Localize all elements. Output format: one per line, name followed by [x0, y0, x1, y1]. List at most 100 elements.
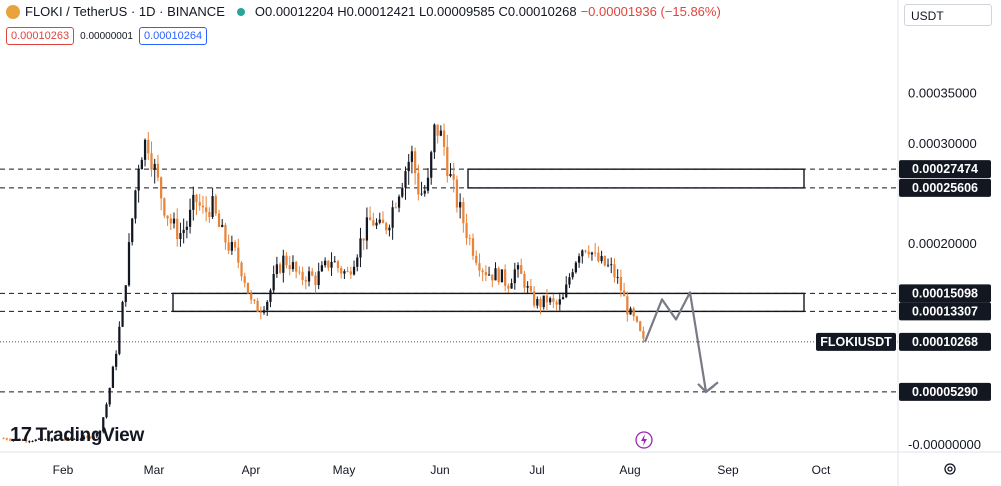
candle-body	[433, 124, 436, 153]
candle-body	[295, 262, 298, 272]
time-axis-label: Jul	[529, 463, 544, 477]
candle-body	[491, 274, 494, 281]
candle-body	[616, 277, 619, 278]
candle-body	[314, 275, 317, 286]
candle-body	[581, 250, 584, 257]
candle-body	[311, 271, 314, 276]
candle-body	[137, 169, 140, 191]
arrow-head	[697, 383, 715, 394]
buy-button[interactable]: 0.00010264	[138, 27, 208, 45]
candle-body	[73, 438, 76, 440]
candle-body	[359, 238, 362, 258]
candle-body	[401, 187, 404, 197]
candle-body	[587, 251, 590, 255]
sell-button[interactable]: 0.00010263	[6, 27, 75, 45]
price-label-tag	[899, 382, 991, 401]
price-label-text: 0.00005290	[912, 385, 978, 399]
candle-body	[600, 255, 603, 262]
candle-body	[82, 436, 86, 440]
candle-body	[529, 286, 532, 292]
candle-body	[143, 139, 147, 160]
candle-body	[516, 265, 520, 270]
candle-body	[211, 196, 214, 218]
candle-body	[192, 194, 195, 210]
candle-body	[115, 353, 118, 367]
candle-body	[407, 161, 410, 172]
candle-body	[307, 271, 311, 282]
candle-body	[86, 436, 89, 438]
candle-body	[362, 238, 365, 241]
candle-body	[323, 260, 327, 266]
price-label-text: 0.00027474	[912, 162, 978, 176]
candle-body	[160, 177, 163, 199]
candle-body	[635, 316, 639, 322]
candle-body	[92, 436, 95, 439]
supply-demand-zone[interactable]	[467, 168, 805, 189]
candle-body	[455, 179, 459, 208]
price-label-tag	[899, 160, 991, 179]
price-axis-tick: 0.00030000	[908, 136, 977, 151]
candle-body	[632, 308, 635, 317]
candle-body	[368, 217, 372, 221]
candle-body	[198, 202, 201, 206]
currency-selector[interactable]: USDT	[904, 4, 992, 26]
candle-body	[131, 218, 134, 243]
candle-body	[156, 163, 160, 178]
candle-body	[246, 282, 250, 294]
candle-body	[385, 223, 388, 231]
price-label-text: 0.00010268	[912, 335, 978, 349]
candle-body	[568, 277, 571, 285]
time-axis-label: Apr	[242, 463, 261, 477]
ohlc-values: O0.00012204 H0.00012421 L0.00009585 C0.0…	[254, 4, 577, 19]
candle-body	[471, 238, 475, 256]
candle-body	[545, 295, 549, 303]
candle-body	[626, 296, 629, 315]
candle-body	[153, 163, 156, 170]
candle-body	[475, 255, 478, 264]
candle-body	[98, 431, 102, 433]
candle-body	[549, 298, 552, 303]
candle-body	[597, 252, 600, 262]
brand-name: TradingView	[35, 424, 145, 446]
candle-body	[50, 438, 53, 442]
symbol-tag-text: FLOKIUSDT	[820, 335, 892, 349]
candle-body	[558, 299, 561, 305]
candle-body	[590, 252, 594, 255]
candle-body	[253, 299, 256, 301]
candle-body	[102, 417, 105, 432]
candle-body	[288, 265, 291, 270]
candle-body	[37, 438, 41, 440]
candle-body	[520, 265, 523, 274]
candle-body	[262, 310, 266, 313]
candle-body	[484, 272, 487, 276]
candle-body	[269, 290, 272, 302]
lightning-icon-glyph	[641, 434, 647, 446]
price-axis-tick: 0.00035000	[908, 86, 977, 101]
candle-body	[259, 311, 262, 313]
candle-body	[446, 146, 449, 177]
candle-body	[266, 301, 269, 311]
candle-body	[176, 218, 179, 240]
candle-body	[619, 277, 623, 291]
settings-icon[interactable]	[943, 462, 957, 476]
candle-body	[121, 301, 124, 327]
candle-body	[60, 439, 63, 440]
candle-body	[532, 291, 536, 306]
candle-body	[577, 256, 581, 263]
candle-body	[606, 264, 610, 266]
candle-body	[320, 265, 324, 272]
candle-body	[465, 223, 468, 239]
time-axis-label: Oct	[812, 463, 831, 477]
candle-body	[349, 271, 352, 275]
candle-body	[391, 207, 394, 228]
candle-body	[613, 264, 616, 278]
candle-body	[24, 439, 28, 442]
candle-body	[163, 198, 166, 216]
candle-body	[221, 224, 224, 227]
candle-body	[233, 242, 237, 248]
time-axis-label: Mar	[144, 463, 165, 477]
candle-body	[571, 272, 574, 278]
symbol-title[interactable]: FLOKI / TetherUS · 1D · BINANCE	[25, 4, 225, 19]
price-label-text: 0.00015098	[912, 286, 978, 300]
